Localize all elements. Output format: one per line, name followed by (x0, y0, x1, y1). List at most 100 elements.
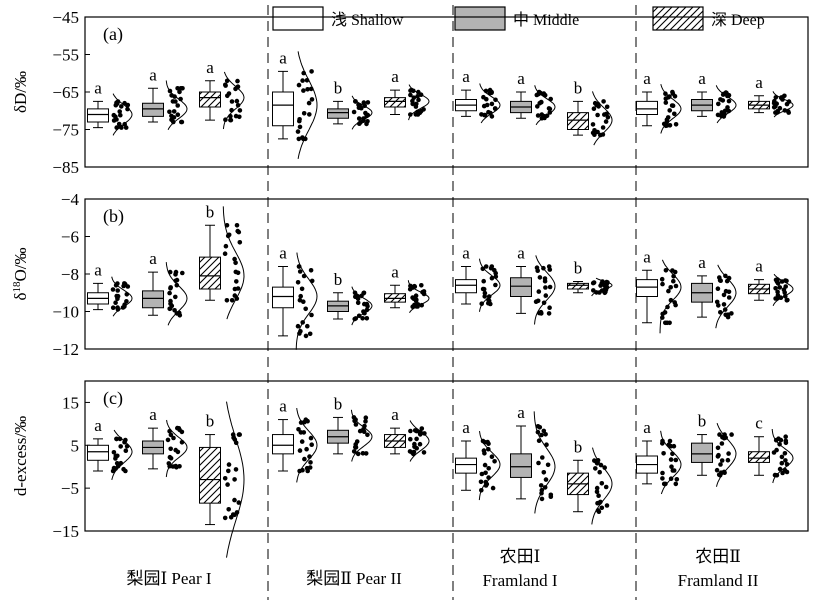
data-point (662, 310, 668, 315)
box-pear-ii-deep: a (384, 405, 430, 462)
box-framland-ii-deep: a (748, 257, 794, 307)
data-point (783, 293, 788, 299)
box-framland-ii-deep: a (748, 73, 794, 118)
data-point (723, 312, 728, 318)
panel-1: −4 −6 −8 −10 −12 (b) δ18O/‰ a a b a b a a a b a a a (11, 190, 809, 359)
data-point (726, 108, 732, 114)
significance-letter: b (698, 412, 707, 431)
data-point (305, 87, 310, 92)
data-point (115, 99, 121, 104)
data-point (225, 93, 230, 99)
data-point (178, 96, 183, 102)
data-point (666, 442, 672, 448)
significance-letter: b (574, 78, 583, 97)
data-point (538, 483, 544, 488)
data-point (543, 293, 549, 298)
data-point (411, 95, 417, 100)
data-point (729, 432, 734, 437)
data-point (536, 460, 541, 466)
data-point (721, 469, 727, 475)
data-point (673, 122, 679, 127)
data-point (229, 107, 234, 113)
box-pear-ii-middle: b (327, 270, 373, 326)
significance-letter: a (462, 67, 470, 86)
data-point (546, 311, 552, 316)
data-point (303, 306, 309, 312)
data-point (784, 298, 790, 303)
data-point (419, 302, 425, 308)
data-point (594, 485, 600, 491)
data-point (233, 260, 238, 266)
data-point (121, 466, 126, 472)
data-point (179, 440, 185, 445)
data-point (718, 462, 723, 467)
data-point (667, 438, 673, 444)
data-point (598, 132, 603, 138)
group-labels: 梨园Ⅰ Pear I 梨园Ⅱ Pear II 农田Ⅰ Framland I 农田… (126, 547, 758, 590)
data-point (175, 112, 181, 117)
box-iqr (510, 277, 532, 297)
data-point (660, 315, 665, 320)
data-point (539, 112, 545, 117)
data-point (668, 457, 674, 462)
data-point (353, 99, 358, 104)
data-point (717, 432, 722, 437)
y-axis-label: δ18O/‰ (11, 247, 30, 300)
y-tick-label: −45 (52, 8, 79, 27)
data-point (593, 466, 598, 471)
box-iqr (272, 286, 294, 309)
data-point (298, 329, 303, 334)
data-point (167, 290, 172, 296)
box-framland-ii-shallow: a (636, 69, 682, 134)
data-point (414, 428, 419, 434)
data-point (595, 112, 600, 118)
data-point (168, 456, 174, 461)
box-pear-ii-middle: b (327, 394, 373, 462)
box-pear-ii-shallow: a (272, 48, 318, 159)
data-point (352, 290, 358, 296)
data-point (772, 472, 778, 478)
data-point (175, 103, 180, 108)
data-point (228, 117, 234, 123)
panel-2: 15 5 −5 −15 (c) d-excess/‰ a a b a b a a a b a b c (11, 380, 809, 558)
data-point (483, 88, 489, 94)
data-point (672, 269, 678, 275)
data-point (300, 467, 305, 473)
box-framland-ii-middle: a (691, 69, 737, 124)
data-point (415, 302, 421, 307)
data-point (537, 275, 543, 280)
group-label-farm-2: 农田Ⅱ (695, 547, 741, 566)
group-label-farm-2-en: Framland II (678, 571, 759, 590)
data-point (416, 97, 421, 103)
data-point (782, 108, 788, 113)
density-curve (297, 51, 318, 159)
data-point (729, 311, 734, 316)
legend: 浅 Shallow 中 Middle 深 Deep (272, 6, 765, 31)
data-point (539, 487, 545, 493)
significance-letter: a (94, 416, 102, 435)
box-framland-i-deep: b (567, 78, 613, 146)
data-point (782, 467, 788, 473)
data-point (414, 436, 419, 442)
data-point (591, 106, 597, 111)
data-point (117, 436, 123, 442)
box-pear-i-middle: a (142, 405, 188, 478)
data-point (233, 467, 239, 472)
data-point (489, 264, 495, 269)
data-point (113, 300, 118, 306)
data-point (165, 437, 171, 443)
data-point (168, 432, 174, 438)
data-point (167, 428, 172, 434)
data-point (296, 136, 302, 142)
data-point (365, 100, 371, 105)
group-dividers (267, 5, 637, 600)
data-point (361, 100, 367, 105)
data-point (299, 439, 305, 444)
data-point (599, 481, 605, 486)
data-point (663, 100, 669, 105)
data-point (408, 436, 413, 442)
data-point (480, 266, 486, 272)
significance-letter: a (149, 65, 157, 84)
data-point (361, 116, 366, 121)
data-point (234, 279, 239, 284)
